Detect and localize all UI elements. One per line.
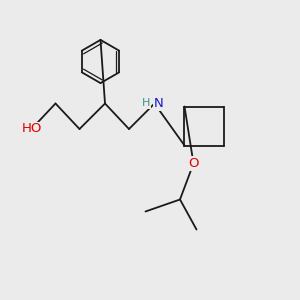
Text: HO: HO [21, 122, 42, 136]
Text: O: O [188, 157, 199, 170]
Text: N: N [154, 97, 164, 110]
Text: H: H [142, 98, 150, 109]
